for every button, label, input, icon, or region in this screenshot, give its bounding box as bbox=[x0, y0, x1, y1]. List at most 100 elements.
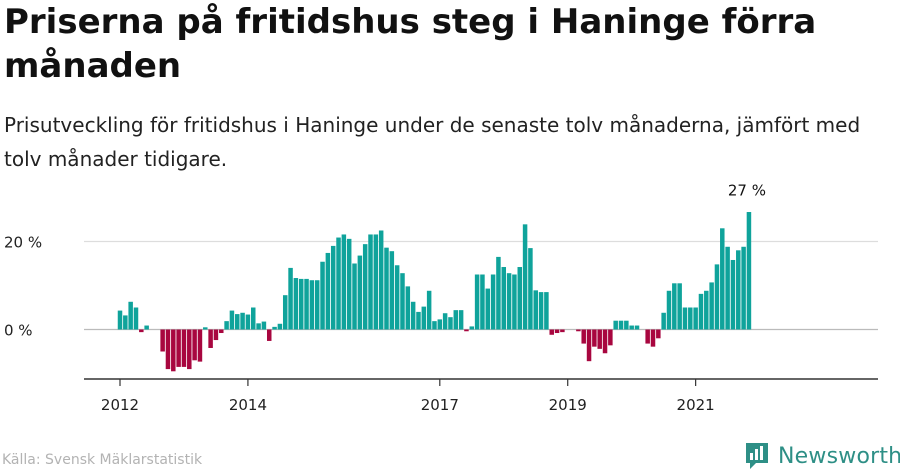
bar bbox=[330, 245, 336, 330]
value-annotation: 27 % bbox=[728, 182, 766, 200]
bar bbox=[229, 310, 235, 330]
source-note: Källa: Svensk Mäklarstatistik bbox=[2, 452, 203, 468]
bar bbox=[261, 321, 267, 330]
bar bbox=[181, 329, 187, 367]
brand-name: Newsworthy bbox=[778, 443, 900, 469]
bar bbox=[730, 259, 736, 330]
bar bbox=[171, 329, 176, 372]
bar bbox=[203, 327, 208, 330]
bar bbox=[608, 329, 613, 346]
bar bbox=[714, 264, 720, 330]
bar bbox=[309, 280, 315, 330]
bar bbox=[645, 329, 650, 344]
bar bbox=[373, 234, 379, 330]
bar bbox=[586, 329, 592, 362]
bar bbox=[304, 278, 309, 330]
bar bbox=[613, 320, 618, 330]
bar bbox=[618, 320, 624, 330]
bar bbox=[554, 329, 560, 334]
bar bbox=[602, 329, 608, 354]
x-tick-label: 2014 bbox=[229, 396, 267, 414]
chart-subtitle: Prisutveckling för fritidshus i Haninge … bbox=[4, 113, 861, 171]
bar bbox=[634, 325, 640, 330]
y-tick-label: 20 % bbox=[4, 234, 42, 252]
bar bbox=[432, 321, 437, 330]
bar bbox=[549, 329, 554, 335]
bar bbox=[160, 329, 165, 352]
bar bbox=[314, 280, 320, 330]
bar bbox=[400, 273, 405, 330]
bar bbox=[693, 307, 698, 330]
bar bbox=[506, 273, 512, 330]
bar bbox=[592, 329, 597, 347]
bar bbox=[442, 313, 448, 330]
bar bbox=[666, 290, 672, 330]
bar bbox=[144, 325, 149, 330]
bar bbox=[416, 311, 421, 330]
bar bbox=[368, 234, 373, 330]
bar bbox=[672, 283, 677, 330]
bar bbox=[458, 310, 464, 330]
bar bbox=[538, 292, 544, 330]
bar bbox=[453, 310, 459, 330]
bar bbox=[512, 274, 517, 330]
bar bbox=[325, 252, 331, 330]
bar bbox=[704, 290, 709, 330]
bar bbox=[192, 329, 197, 361]
bar bbox=[624, 320, 629, 330]
bar bbox=[421, 306, 427, 330]
x-tick-label: 2019 bbox=[549, 396, 587, 414]
bar bbox=[123, 315, 128, 330]
bar bbox=[176, 329, 181, 367]
bar bbox=[219, 329, 224, 334]
bar bbox=[213, 329, 219, 341]
bar bbox=[277, 323, 283, 330]
bar bbox=[352, 263, 357, 330]
bar bbox=[128, 301, 133, 330]
bar bbox=[245, 314, 251, 330]
bar-layer bbox=[117, 212, 752, 372]
bar bbox=[528, 248, 533, 330]
bar bbox=[235, 314, 240, 330]
bar bbox=[522, 224, 528, 330]
bar bbox=[224, 321, 229, 330]
bar bbox=[746, 212, 752, 330]
brand-logo[interactable]: Newsworthy bbox=[744, 440, 900, 472]
bar bbox=[187, 329, 192, 370]
bar bbox=[165, 329, 171, 370]
bar bbox=[581, 329, 586, 344]
x-tick-label: 2012 bbox=[101, 396, 139, 414]
bar bbox=[378, 230, 384, 330]
bar bbox=[560, 329, 565, 333]
y-tick-label: 0 % bbox=[4, 322, 33, 340]
bar bbox=[394, 265, 400, 330]
newsworthy-logo-icon bbox=[746, 443, 768, 469]
bar bbox=[272, 326, 277, 330]
bar bbox=[282, 295, 288, 330]
bar bbox=[485, 288, 491, 330]
bar bbox=[426, 290, 432, 330]
bar bbox=[208, 329, 213, 348]
bar bbox=[650, 329, 656, 347]
bar bbox=[576, 329, 581, 332]
bar bbox=[437, 319, 443, 330]
bar bbox=[320, 261, 325, 330]
bar bbox=[133, 307, 139, 330]
bar bbox=[474, 274, 480, 330]
x-tick-label: 2021 bbox=[677, 396, 715, 414]
bar bbox=[346, 238, 352, 330]
bar bbox=[298, 278, 304, 330]
bar bbox=[741, 246, 746, 330]
x-tick-label: 2017 bbox=[421, 396, 459, 414]
bar bbox=[341, 234, 347, 330]
bar bbox=[410, 301, 416, 330]
bar bbox=[266, 329, 272, 341]
bar bbox=[197, 329, 203, 362]
bar bbox=[384, 247, 389, 330]
bar bbox=[117, 310, 123, 330]
bar bbox=[688, 307, 693, 330]
bar bbox=[533, 290, 538, 330]
bar bbox=[725, 246, 730, 330]
bar bbox=[496, 256, 501, 330]
